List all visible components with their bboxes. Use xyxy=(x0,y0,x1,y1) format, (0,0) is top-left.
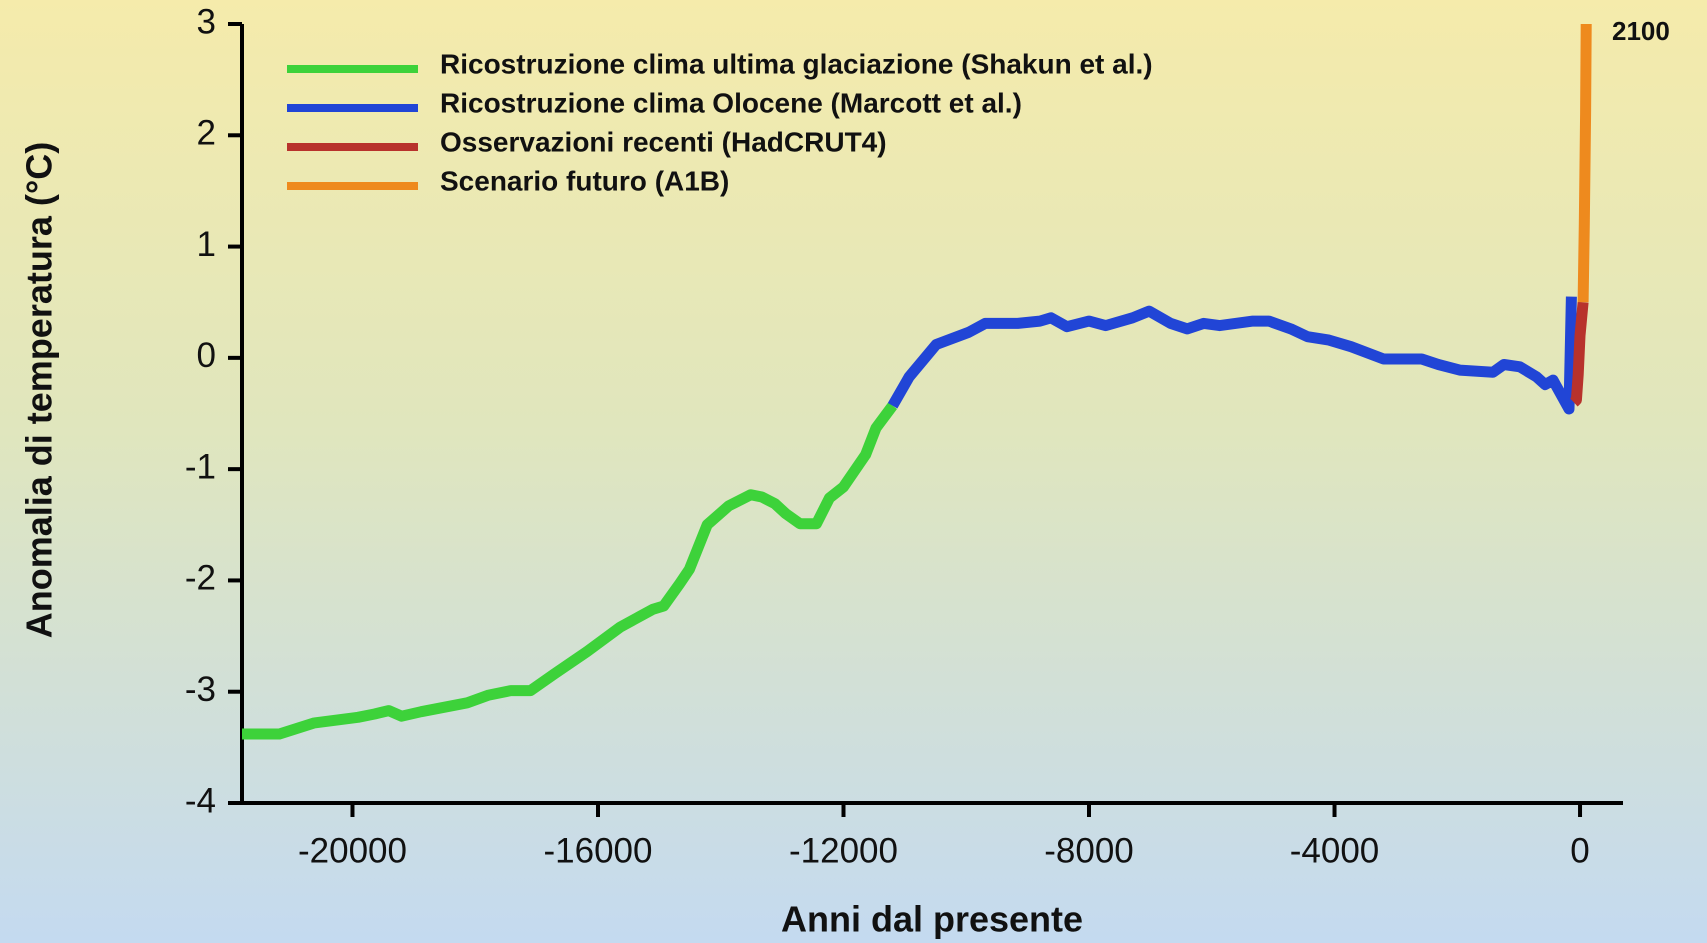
annotation: 2100 xyxy=(1612,16,1670,46)
y-tick-label: -1 xyxy=(185,447,216,486)
x-axis-title: Anni dal presente xyxy=(781,899,1083,940)
x-tick-label: -8000 xyxy=(1044,831,1134,870)
y-axis-title: Anomalia di temperatura (°C) xyxy=(19,142,60,638)
x-tick-label: -20000 xyxy=(298,831,407,870)
y-tick-label: -4 xyxy=(185,781,216,820)
x-tick-label: -16000 xyxy=(543,831,652,870)
x-tick-label: -12000 xyxy=(789,831,898,870)
series-line xyxy=(887,296,1577,415)
y-tick-label: 3 xyxy=(197,2,216,41)
series-line xyxy=(1577,23,1592,303)
legend-label: Scenario futuro (A1B) xyxy=(440,165,729,196)
y-tick-label: 1 xyxy=(197,225,216,264)
y-tick-label: -2 xyxy=(185,559,216,598)
legend-label: Osservazioni recenti (HadCRUT4) xyxy=(440,126,887,157)
legend-label: Ricostruzione clima Olocene (Marcott et … xyxy=(440,87,1022,118)
y-tick-label: 0 xyxy=(197,336,216,375)
y-tick-label: 2 xyxy=(197,114,216,153)
y-tick-label: -3 xyxy=(185,670,216,709)
series-line xyxy=(1570,301,1589,407)
x-tick-label: 0 xyxy=(1570,831,1589,870)
legend-label: Ricostruzione clima ultima glaciazione (… xyxy=(440,48,1153,79)
x-tick-label: -4000 xyxy=(1290,831,1380,870)
series-line xyxy=(242,402,898,740)
